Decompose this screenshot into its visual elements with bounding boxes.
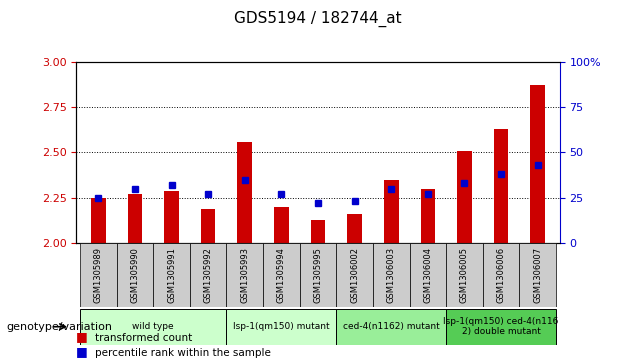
Bar: [164, 191, 179, 243]
Text: GSM1306006: GSM1306006: [497, 247, 506, 303]
Bar: [128, 194, 142, 243]
Text: percentile rank within the sample: percentile rank within the sample: [95, 347, 272, 358]
Text: ■: ■: [76, 330, 88, 343]
FancyBboxPatch shape: [80, 243, 116, 307]
FancyBboxPatch shape: [373, 243, 410, 307]
FancyBboxPatch shape: [190, 243, 226, 307]
FancyBboxPatch shape: [263, 243, 300, 307]
Text: GSM1306002: GSM1306002: [350, 247, 359, 303]
Bar: [420, 189, 435, 243]
Bar: [237, 142, 252, 243]
Text: GSM1306004: GSM1306004: [424, 247, 432, 303]
FancyBboxPatch shape: [226, 309, 336, 345]
Text: GSM1305995: GSM1305995: [314, 247, 322, 303]
Text: GSM1305993: GSM1305993: [240, 247, 249, 303]
FancyBboxPatch shape: [153, 243, 190, 307]
Text: GSM1305990: GSM1305990: [130, 247, 139, 303]
Text: GSM1305992: GSM1305992: [204, 247, 212, 303]
FancyBboxPatch shape: [446, 309, 556, 345]
Text: GSM1306005: GSM1306005: [460, 247, 469, 303]
Text: GSM1305991: GSM1305991: [167, 247, 176, 303]
FancyBboxPatch shape: [483, 243, 520, 307]
FancyBboxPatch shape: [80, 309, 226, 345]
FancyBboxPatch shape: [226, 243, 263, 307]
Bar: [530, 85, 545, 243]
Bar: [201, 209, 216, 243]
Bar: [310, 220, 326, 243]
Text: GSM1306007: GSM1306007: [533, 247, 543, 303]
Bar: [347, 214, 362, 243]
FancyBboxPatch shape: [410, 243, 446, 307]
Bar: [494, 129, 508, 243]
Bar: [274, 207, 289, 243]
Text: wild type: wild type: [132, 322, 174, 331]
Text: GSM1305994: GSM1305994: [277, 247, 286, 303]
FancyBboxPatch shape: [446, 243, 483, 307]
Text: ced-4(n1162) mutant: ced-4(n1162) mutant: [343, 322, 439, 331]
Text: GDS5194 / 182744_at: GDS5194 / 182744_at: [234, 11, 402, 27]
Bar: [384, 180, 399, 243]
Bar: [91, 198, 106, 243]
FancyBboxPatch shape: [336, 243, 373, 307]
Text: ■: ■: [76, 344, 88, 358]
FancyBboxPatch shape: [520, 243, 556, 307]
Text: lsp-1(qm150) mutant: lsp-1(qm150) mutant: [233, 322, 329, 331]
Text: genotype/variation: genotype/variation: [6, 322, 113, 332]
FancyBboxPatch shape: [336, 309, 446, 345]
FancyBboxPatch shape: [116, 243, 153, 307]
Text: GSM1306003: GSM1306003: [387, 247, 396, 303]
Text: lsp-1(qm150) ced-4(n116
2) double mutant: lsp-1(qm150) ced-4(n116 2) double mutant: [443, 317, 559, 337]
Bar: [457, 151, 472, 243]
Text: transformed count: transformed count: [95, 333, 193, 343]
FancyBboxPatch shape: [300, 243, 336, 307]
Text: GSM1305989: GSM1305989: [93, 247, 103, 303]
